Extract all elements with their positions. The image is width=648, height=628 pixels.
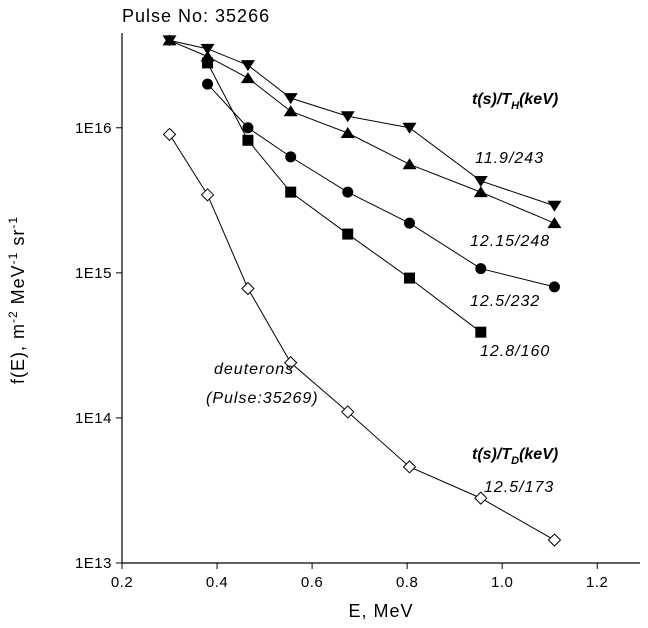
annotation-text: (Pulse:35269) — [206, 390, 319, 407]
data-point — [402, 460, 417, 474]
y-tick-label: 1E15 — [75, 265, 112, 282]
data-point — [547, 533, 562, 547]
data-point — [547, 217, 562, 229]
x-tick-label: 1.0 — [491, 574, 513, 591]
annotation-sub: D — [511, 455, 519, 467]
data-point — [340, 127, 355, 139]
annotation: t(s)/TD(keV) — [472, 446, 558, 467]
series-label: 12.5/232 — [470, 293, 540, 310]
data-point — [404, 217, 416, 229]
data-point — [404, 272, 416, 284]
data-point — [242, 134, 254, 146]
y-axis-label: f(E), m-2 MeV-1 sr-1 — [6, 216, 28, 384]
annotation: t(s)/TH(keV) — [472, 91, 558, 112]
data-point — [200, 188, 215, 202]
annotation: (Pulse:35269) — [206, 390, 319, 407]
data-point — [200, 43, 215, 55]
y-label-sup: -1 — [6, 252, 20, 265]
y-label-sup: -1 — [6, 216, 20, 229]
data-point — [340, 111, 355, 123]
x-axis-label: E, MeV — [348, 601, 413, 621]
annotation-text: (keV) — [519, 446, 558, 463]
data-point — [240, 60, 255, 72]
data-point — [473, 186, 488, 198]
annotation: deuterons — [214, 361, 294, 378]
data-point — [285, 151, 297, 163]
x-tick-label: 1.2 — [586, 574, 608, 591]
y-tick-label: 1E14 — [75, 410, 112, 427]
data-point — [475, 326, 487, 338]
data-point — [475, 263, 487, 275]
y-label-sup: -2 — [6, 310, 20, 323]
data-point — [240, 72, 255, 84]
data-point — [162, 34, 177, 46]
data-point — [283, 93, 298, 105]
y-label-text: MeV — [8, 264, 28, 310]
y-tick-label: 1E13 — [75, 555, 112, 572]
series-line — [207, 62, 482, 333]
series-label: 12.8/160 — [480, 343, 550, 360]
data-point — [283, 105, 298, 117]
series-label: 11.9/243 — [475, 150, 544, 167]
data-point — [162, 127, 177, 142]
data-point — [342, 186, 354, 198]
x-tick-label: 0.4 — [206, 574, 228, 591]
annotation-text: t(s)/T — [472, 446, 512, 463]
annotation-text: (keV) — [519, 91, 558, 108]
data-point — [548, 281, 560, 293]
data-point — [473, 175, 488, 187]
data-point — [474, 491, 488, 505]
x-tick-label: 0.6 — [301, 574, 323, 591]
series-line — [169, 39, 555, 207]
data-point — [242, 122, 254, 134]
y-tick-label: 1E16 — [75, 120, 112, 137]
x-tick-label: 0.8 — [396, 574, 418, 591]
data-point — [402, 122, 417, 134]
annotation-text: t(s)/T — [472, 91, 512, 108]
y-label-text: sr — [8, 229, 28, 252]
series-line — [207, 83, 555, 288]
data-point — [202, 57, 214, 69]
data-point — [547, 200, 562, 212]
annotation-text: deuterons — [214, 361, 294, 378]
data-point — [341, 405, 355, 419]
annotation-sub: H — [511, 100, 520, 112]
data-point — [241, 281, 255, 296]
series-label: 12.5/173 — [484, 479, 554, 496]
series-line — [169, 39, 555, 224]
data-point — [285, 186, 297, 198]
y-label-text: f(E), m — [8, 323, 28, 384]
data-point — [202, 78, 214, 90]
x-tick-label: 0.2 — [111, 574, 133, 591]
series-line — [169, 134, 555, 541]
data-point — [402, 158, 417, 170]
series-label: 12.15/248 — [470, 233, 550, 250]
data-point — [283, 356, 298, 370]
chart-title: Pulse No: 35266 — [122, 6, 270, 26]
data-point — [342, 228, 354, 240]
